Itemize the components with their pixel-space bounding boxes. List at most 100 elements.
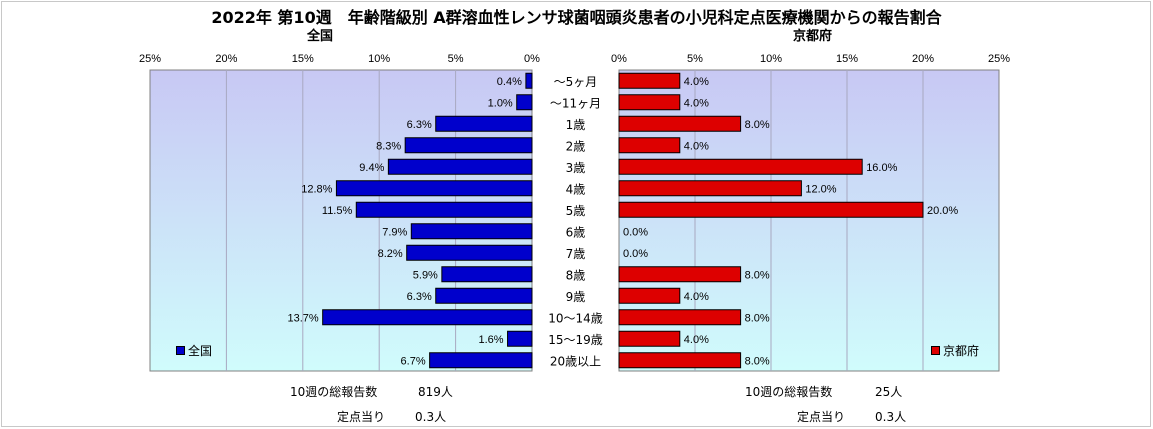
category-label: 10～14歳 <box>548 311 603 325</box>
kyoto-bar <box>618 309 742 326</box>
left-tick-label: 15% <box>292 53 314 65</box>
kyoto-bar-label: 8.0% <box>745 355 770 367</box>
category-label: 8歳 <box>566 268 586 282</box>
national-per-site-label: 定点当り <box>337 410 386 424</box>
national-bar <box>387 158 533 175</box>
right-plot-area <box>618 69 1000 372</box>
national-bar <box>441 266 533 283</box>
kyoto-total-label: 10週の総報告数 <box>745 385 833 399</box>
national-bar <box>322 309 533 326</box>
national-bar <box>429 352 533 369</box>
national-bar <box>435 115 533 132</box>
kyoto-bar <box>618 287 681 304</box>
kyoto-bar <box>618 201 924 218</box>
legend-kyoto: 京都府 <box>931 342 979 359</box>
category-label: 20歳以上 <box>550 354 601 368</box>
right-tick-label: 5% <box>687 53 703 65</box>
legend-swatch-national <box>176 346 185 355</box>
right-tick-label: 15% <box>836 53 858 65</box>
kyoto-bar <box>618 266 742 283</box>
national-bar-label: 6.7% <box>401 355 426 367</box>
kyoto-per-site-value: 0.3人 <box>875 410 907 424</box>
kyoto-bar <box>618 180 802 197</box>
national-bar-label: 6.3% <box>407 119 432 131</box>
national-bar-label: 8.3% <box>376 140 401 152</box>
left-tick-label: 10% <box>368 53 390 65</box>
kyoto-bar-label: 0.0% <box>623 248 648 260</box>
category-label: 7歳 <box>566 247 586 261</box>
kyoto-total-value: 25人 <box>875 385 903 399</box>
kyoto-bar <box>618 330 681 347</box>
kyoto-bar-label: 4.0% <box>684 97 709 109</box>
national-bar-label: 8.2% <box>378 248 403 260</box>
left-tick-label: 5% <box>448 53 464 65</box>
legend-label-kyoto: 京都府 <box>943 344 980 358</box>
kyoto-bar-label: 8.0% <box>745 119 770 131</box>
national-bar-label: 7.9% <box>382 226 407 238</box>
category-label: ～5ヶ月 <box>554 75 598 89</box>
chart-title: 2022年 第10週 年齢階級別 A群溶血性レンサ球菌咽頭炎患者の小児科定点医療… <box>211 8 942 27</box>
national-bar-label: 12.8% <box>301 183 332 195</box>
national-bar <box>435 287 533 304</box>
category-label: 5歳 <box>566 204 586 218</box>
kyoto-bar <box>618 94 681 111</box>
kyoto-bar <box>618 115 742 132</box>
category-label: 15～19歳 <box>548 333 603 347</box>
kyoto-bar-label: 8.0% <box>745 269 770 281</box>
category-label: 6歳 <box>566 225 586 239</box>
left-tick-label: 0% <box>524 53 540 65</box>
category-label: 2歳 <box>566 139 586 153</box>
national-total-label: 10週の総報告数 <box>290 385 378 399</box>
kyoto-bar <box>618 158 863 175</box>
national-bar-label: 11.5% <box>322 205 353 217</box>
right-tick-label: 10% <box>760 53 782 65</box>
legend-national: 全国 <box>176 342 212 359</box>
right-tick-label: 0% <box>611 53 627 65</box>
national-bar-label: 6.3% <box>407 291 432 303</box>
kyoto-bar-label: 8.0% <box>745 312 770 324</box>
kyoto-bar-label: 4.0% <box>684 140 709 152</box>
national-bar <box>525 72 533 89</box>
national-bar <box>355 201 533 218</box>
national-bar <box>516 94 533 111</box>
category-label: 9歳 <box>566 290 586 304</box>
legend-swatch-kyoto <box>931 346 940 355</box>
national-bar-label: 5.9% <box>413 269 438 281</box>
kyoto-bar-label: 16.0% <box>866 162 897 174</box>
national-bar-label: 1.0% <box>488 97 513 109</box>
national-bar <box>335 180 533 197</box>
legend-label-national: 全国 <box>188 344 213 358</box>
kyoto-bar-label: 4.0% <box>684 334 709 346</box>
kyoto-bar-label: 12.0% <box>805 183 836 195</box>
left-tick-label: 20% <box>215 53 237 65</box>
left-tick-label: 25% <box>139 53 161 65</box>
kyoto-bar-label: 4.0% <box>684 291 709 303</box>
kyoto-bar <box>618 352 742 369</box>
national-bar <box>507 330 533 347</box>
category-label: ～11ヶ月 <box>550 96 601 110</box>
kyoto-bar-label: 0.0% <box>623 226 648 238</box>
right-panel-label: 京都府 <box>793 29 833 44</box>
category-label: 3歳 <box>566 161 586 175</box>
national-bar <box>404 137 533 154</box>
kyoto-bar-label: 20.0% <box>927 205 958 217</box>
kyoto-bar <box>618 137 681 154</box>
national-bar-label: 1.6% <box>478 334 503 346</box>
national-bar <box>406 244 533 261</box>
left-plot-area <box>149 69 533 372</box>
kyoto-bar <box>618 72 681 89</box>
national-bar <box>410 223 533 240</box>
category-label: 4歳 <box>566 182 586 196</box>
national-bar-label: 9.4% <box>359 162 384 174</box>
kyoto-bar-label: 4.0% <box>684 76 709 88</box>
right-tick-label: 25% <box>988 53 1010 65</box>
national-total-value: 819人 <box>418 385 453 399</box>
kyoto-per-site-label: 定点当り <box>797 410 846 424</box>
national-bar-label: 13.7% <box>287 312 318 324</box>
category-label: 1歳 <box>566 118 586 132</box>
left-panel-label: 全国 <box>307 29 334 44</box>
national-bar-label: 0.4% <box>497 76 522 88</box>
national-per-site-value: 0.3人 <box>415 410 447 424</box>
